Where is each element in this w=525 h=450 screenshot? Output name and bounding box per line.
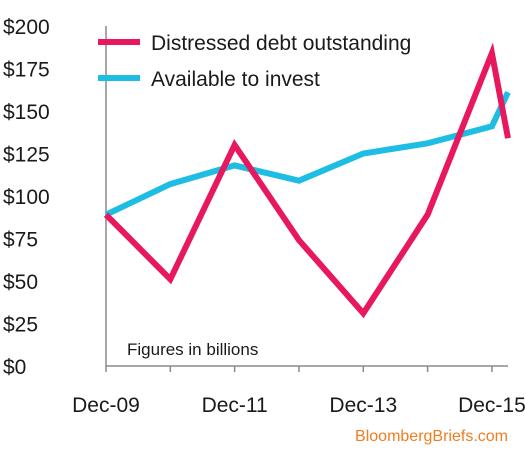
series-line-available-to-invest xyxy=(104,91,511,218)
y-tick-label: $25 xyxy=(3,314,38,337)
y-tick-label: $75 xyxy=(3,229,38,252)
y-tick-label: $200 xyxy=(3,16,50,39)
y-tick-label: $0 xyxy=(3,356,26,379)
y-tick-label: $125 xyxy=(3,144,50,167)
chart-axes xyxy=(105,26,508,367)
x-tick-label: Dec-13 xyxy=(329,394,397,417)
legend-label-distressed-debt: Distressed debt outstanding xyxy=(151,32,411,55)
source-credit: BloombergBriefs.com xyxy=(355,428,508,445)
x-axis-ticks: Dec-09 Dec-11 Dec-13 Dec-15 xyxy=(72,366,525,417)
y-axis-ticks: $0 $25 $50 $75 $100 $125 $150 $175 $200 xyxy=(3,16,50,379)
x-tick-label: Dec-09 xyxy=(72,394,140,417)
y-tick-label: $100 xyxy=(3,186,50,209)
y-tick-label: $150 xyxy=(3,101,50,124)
series-layer xyxy=(103,42,511,319)
units-annotation: Figures in billions xyxy=(127,340,258,359)
x-tick-label: Dec-11 xyxy=(202,394,268,417)
y-tick-label: $50 xyxy=(3,271,38,294)
series-line-distressed-debt xyxy=(103,42,511,319)
x-tick-label: Dec-15 xyxy=(458,394,525,417)
y-tick-label: $175 xyxy=(3,59,50,82)
chart-legend: Distressed debt outstanding Available to… xyxy=(98,32,411,91)
legend-label-available-to-invest: Available to invest xyxy=(151,68,320,91)
